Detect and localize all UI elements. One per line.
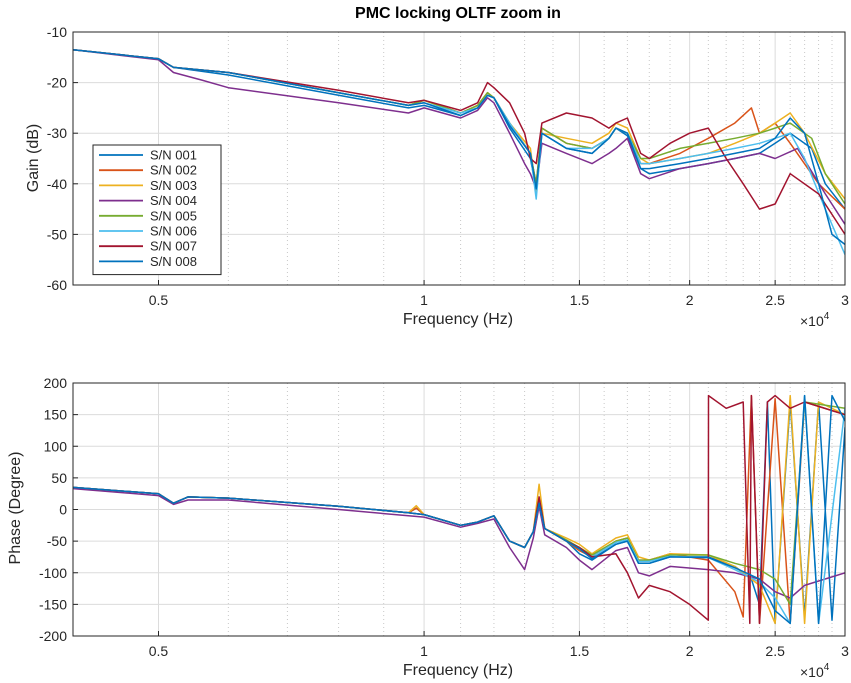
x-tick-label: 1: [420, 643, 428, 659]
y-tick-label: -150: [39, 596, 67, 612]
x-axis-label: Frequency (Hz): [403, 662, 513, 679]
x-tick-label: 0.5: [149, 643, 169, 659]
x-tick-label: 2.5: [765, 643, 785, 659]
y-tick-label: -50: [47, 533, 67, 549]
x-exponent: ×104: [800, 662, 830, 680]
x-tick-label: 2: [686, 292, 694, 308]
x-tick-label: 3: [841, 292, 849, 308]
legend-entry: S/N 006: [150, 224, 197, 239]
series-group: [73, 394, 845, 625]
x-tick-label: 0.5: [149, 292, 169, 308]
series-line-8: [73, 394, 845, 625]
y-tick-label: -50: [47, 226, 67, 242]
legend-entry: S/N 008: [150, 254, 197, 269]
series-group: [73, 48, 845, 255]
legend-entry: S/N 003: [150, 178, 197, 193]
chart-title: PMC locking OLTF zoom in: [355, 5, 561, 22]
legend-box: [92, 144, 222, 276]
y-tick-label: 150: [44, 407, 68, 423]
legend-entry: S/N 002: [150, 163, 197, 178]
plot-frame: [72, 31, 846, 286]
y-tick-label: 200: [44, 375, 68, 391]
y-tick-label: -30: [47, 125, 67, 141]
x-exponent: ×104: [800, 311, 830, 329]
gain-plot: PMC locking OLTF zoom in 0.5 1 1.5 2 2.5 3 -60…: [25, 5, 849, 329]
legend-entry: S/N 001: [150, 148, 197, 163]
x-tick-label: 1: [420, 292, 428, 308]
x-tick-label: 2.5: [765, 292, 785, 308]
y-tick-label: 50: [51, 470, 67, 486]
series-line-4: [73, 487, 845, 599]
y-tick-label: -10: [47, 24, 67, 40]
series-line-8: [73, 48, 845, 246]
tick-labels: 0.5 1 1.5 2 2.5 3 -200 -150 -100 -50 0 50 100 150 200: [39, 375, 849, 659]
y-tick-label: 100: [44, 438, 68, 454]
y-tick-label: -100: [39, 565, 67, 581]
legend-entry: S/N 004: [150, 193, 197, 208]
series-line-7: [73, 48, 845, 235]
legend-entry: S/N 007: [150, 239, 197, 254]
y-axis-label: Gain (dB): [25, 124, 42, 192]
x-tick-label: 2: [686, 643, 694, 659]
x-axis-label: Frequency (Hz): [403, 311, 513, 328]
y-tick-label: -20: [47, 75, 67, 91]
tick-labels: 0.5 1 1.5 2 2.5 3 -60 -50 -40 -30 -20 -10: [47, 24, 849, 308]
y-tick-label: -60: [47, 277, 67, 293]
x-tick-label: 1.5: [570, 643, 590, 659]
y-axis-label: Phase (Degree): [7, 452, 24, 565]
y-tick-label: -40: [47, 176, 67, 192]
y-tick-label: 0: [59, 502, 67, 518]
x-tick-label: 3: [841, 643, 849, 659]
legend-entry: S/N 005: [150, 208, 197, 223]
phase-plot: 0.5 1 1.5 2 2.5 3-200-150-100-50050100150200 …: [7, 375, 849, 680]
y-tick-label: -200: [39, 628, 67, 644]
x-tick-label: 1.5: [570, 292, 590, 308]
